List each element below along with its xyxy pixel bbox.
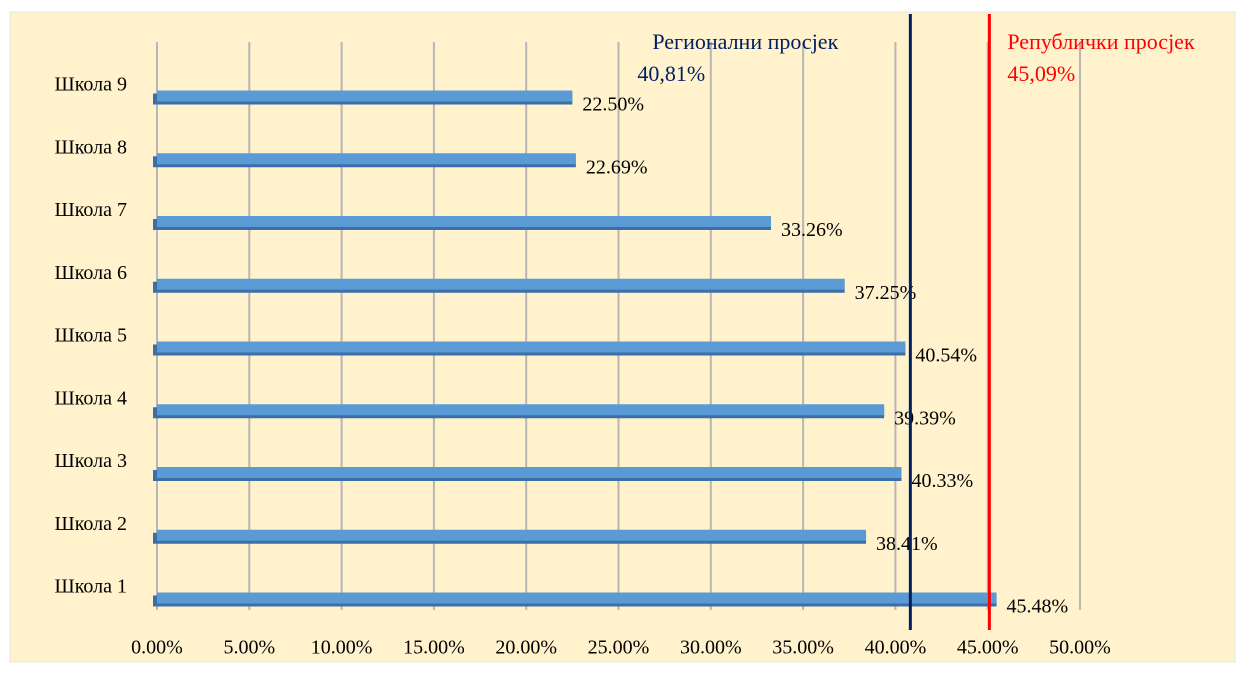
bar xyxy=(157,404,885,416)
chart-background xyxy=(9,11,1236,663)
data-label: 40.54% xyxy=(915,345,977,367)
data-label: 22.50% xyxy=(582,94,644,116)
y-tick-label: Школа 1 xyxy=(55,576,127,598)
y-tick-label: Школа 7 xyxy=(55,199,127,221)
y-tick-label: Школа 8 xyxy=(55,136,127,158)
x-tick-label: 35.00% xyxy=(772,637,834,659)
reference-label: Регионални просјек xyxy=(652,29,838,54)
x-tick-label: 10.00% xyxy=(311,637,373,659)
x-tick-label: 15.00% xyxy=(403,637,465,659)
y-tick-label: Школа 2 xyxy=(55,513,127,535)
y-tick-label: Школа 3 xyxy=(55,450,127,472)
x-tick-label: 20.00% xyxy=(495,637,557,659)
x-tick-label: 0.00% xyxy=(131,637,183,659)
x-tick-label: 45.00% xyxy=(957,637,1019,659)
y-tick-label: Школа 5 xyxy=(55,325,127,347)
bar xyxy=(157,341,906,353)
data-label: 39.39% xyxy=(894,407,956,429)
y-tick-label: Школа 9 xyxy=(55,74,127,96)
bar xyxy=(157,529,867,541)
x-tick-label: 5.00% xyxy=(223,637,275,659)
y-tick-label: Школа 6 xyxy=(55,262,127,284)
y-tick-label: Школа 4 xyxy=(55,387,127,409)
bar xyxy=(157,592,997,604)
data-label: 38.41% xyxy=(876,533,938,555)
data-label: 45.48% xyxy=(1007,596,1069,618)
x-tick-label: 30.00% xyxy=(680,637,742,659)
bar xyxy=(157,90,573,102)
reference-label: Републички просјек xyxy=(1007,29,1195,54)
data-label: 37.25% xyxy=(855,282,917,304)
reference-value: 40,81% xyxy=(637,61,705,86)
bar xyxy=(157,216,771,227)
reference-value: 45,09% xyxy=(1007,61,1075,86)
x-tick-label: 40.00% xyxy=(865,637,927,659)
data-label: 33.26% xyxy=(781,219,843,241)
x-tick-label: 25.00% xyxy=(588,637,650,659)
x-tick-label: 50.00% xyxy=(1049,637,1111,659)
data-label: 22.69% xyxy=(586,156,648,178)
data-label: 40.33% xyxy=(911,470,973,492)
bar xyxy=(157,153,576,165)
bar xyxy=(157,278,845,290)
bar xyxy=(157,467,902,478)
